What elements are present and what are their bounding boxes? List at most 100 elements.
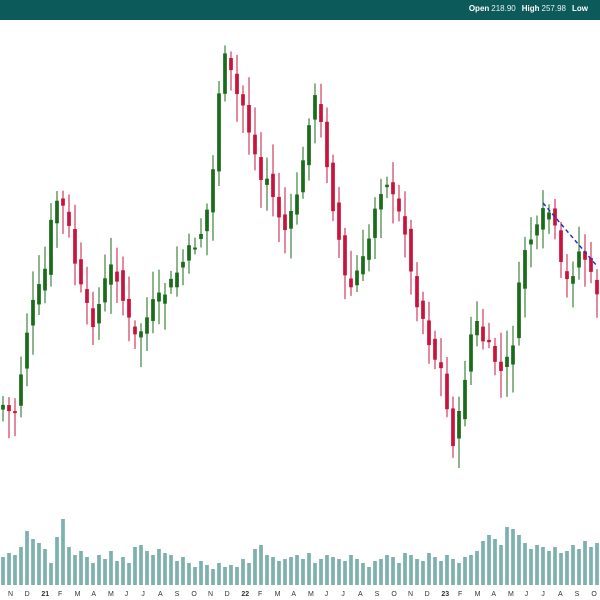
- volume-bar: [19, 547, 23, 585]
- volume-bar: [325, 555, 329, 585]
- volume-bar: [481, 541, 485, 585]
- x-tick-label: J: [341, 591, 345, 598]
- volume-bar: [397, 563, 401, 585]
- candle-up: [199, 233, 203, 239]
- volume-bar: [589, 547, 593, 585]
- volume-bar: [583, 541, 587, 585]
- volume-bar: [511, 529, 515, 585]
- candle-down: [229, 58, 233, 71]
- volume-bar: [421, 561, 425, 585]
- volume-bar: [7, 553, 11, 585]
- volume-bar: [31, 539, 35, 585]
- candle-down: [85, 289, 89, 303]
- volume-bar: [205, 565, 209, 585]
- x-tick-label: O: [391, 591, 397, 598]
- volume-bar: [37, 543, 41, 585]
- candle-down: [337, 202, 341, 240]
- candle-up: [571, 276, 575, 284]
- open-label: Open: [468, 4, 490, 13]
- volume-bar: [13, 555, 17, 585]
- volume-bar: [265, 555, 269, 585]
- candle-down: [595, 279, 599, 295]
- volume-bar: [445, 555, 449, 585]
- candle-down: [241, 94, 245, 106]
- candle-up: [187, 245, 191, 261]
- candle-up: [193, 247, 197, 250]
- candle-up: [469, 334, 473, 372]
- volume-bar: [307, 553, 311, 585]
- volume-bar: [289, 557, 293, 585]
- candle-down: [499, 361, 503, 371]
- volume-bar: [577, 549, 581, 585]
- volume-bar: [361, 563, 365, 585]
- candle-down: [7, 405, 11, 412]
- candle-up: [307, 125, 311, 166]
- volume-bar: [247, 563, 251, 585]
- x-tick-label: J: [125, 591, 128, 598]
- volume-bar: [523, 543, 527, 585]
- volume-bar: [271, 557, 275, 585]
- x-tick-label: J: [141, 591, 145, 598]
- candle-down: [283, 214, 287, 231]
- volume-bar: [235, 567, 239, 585]
- candle-down: [253, 134, 257, 155]
- volume-bar: [283, 559, 287, 585]
- candle-down: [13, 411, 17, 414]
- volume-bar: [565, 551, 569, 585]
- volume-bar: [553, 547, 557, 585]
- candle-up: [577, 251, 581, 268]
- candle-down: [247, 104, 251, 133]
- candle-up: [223, 53, 227, 94]
- volume-bar: [127, 563, 131, 585]
- volume-bar: [115, 561, 119, 585]
- candle-up: [523, 250, 527, 289]
- candle-up: [109, 264, 113, 285]
- candle-up: [379, 194, 383, 210]
- open-value: 218.90: [491, 4, 516, 13]
- candle-down: [331, 162, 335, 212]
- candle-up: [55, 200, 59, 224]
- candle-down: [79, 259, 83, 285]
- x-tick-label: J: [325, 591, 329, 598]
- volume-bar: [139, 545, 143, 585]
- volume-bar: [517, 535, 521, 585]
- candle-down: [127, 298, 131, 318]
- x-tick-label: A: [291, 591, 296, 598]
- volume-bar: [73, 555, 77, 585]
- volume-bar: [505, 527, 509, 585]
- candle-up: [139, 331, 143, 338]
- candle-up: [295, 194, 299, 215]
- x-tick-label: 22: [241, 591, 249, 598]
- candle-up: [49, 219, 53, 275]
- candle-up: [457, 410, 461, 439]
- candle-up: [1, 404, 5, 410]
- candle-down: [277, 196, 281, 218]
- volume-bar: [499, 545, 503, 585]
- x-tick-label: N: [8, 591, 13, 598]
- x-tick-label: D: [25, 591, 30, 598]
- x-axis: N D 21 F M A M J J A S O N D 22 F M A M J J A S O N D 23 F M A M J J A S O: [8, 591, 597, 598]
- candle-up: [145, 317, 149, 334]
- x-tick-label: O: [591, 591, 597, 598]
- candle-down: [553, 208, 557, 226]
- x-tick-label: 23: [441, 591, 449, 598]
- candle-up: [37, 284, 41, 305]
- price-chart[interactable]: [0, 20, 600, 586]
- x-tick-label: S: [575, 591, 580, 598]
- candle-down: [121, 270, 125, 301]
- candle-up: [373, 208, 377, 238]
- candle-down: [61, 198, 65, 206]
- x-tick-label: N: [208, 591, 213, 598]
- volume-bar: [391, 557, 395, 585]
- volume-bar: [43, 549, 47, 585]
- candle-down: [259, 157, 263, 180]
- trendline[interactable]: [542, 202, 598, 267]
- volume-bar: [313, 563, 317, 585]
- volume-bar: [547, 551, 551, 585]
- volume-bar: [181, 557, 185, 585]
- candle-up: [535, 224, 539, 236]
- candle-up: [541, 208, 545, 230]
- volume-bar: [49, 563, 53, 585]
- volume-bar: [217, 563, 221, 585]
- volume-bar: [103, 559, 107, 585]
